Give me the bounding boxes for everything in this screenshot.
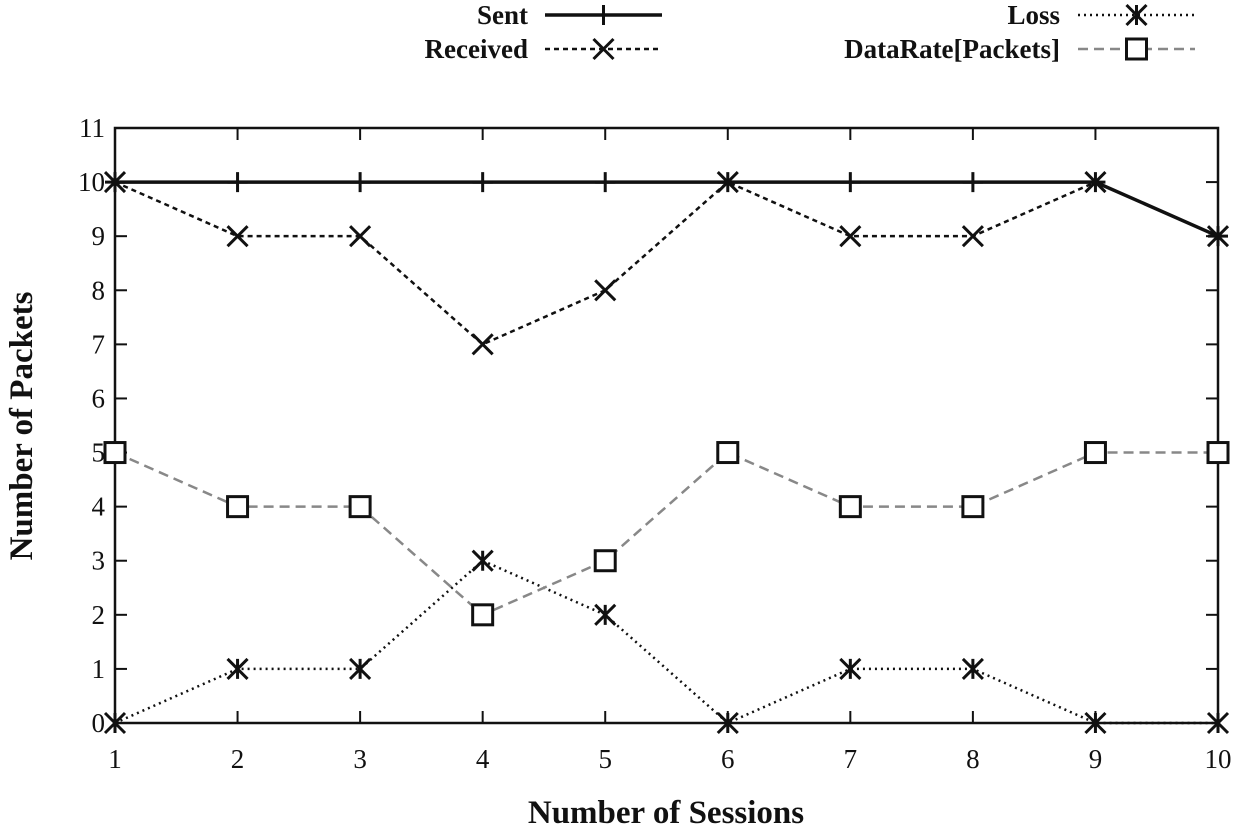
- data-point: [716, 441, 740, 465]
- y-tick-label: 1: [92, 654, 106, 684]
- data-point: [349, 225, 372, 248]
- data-point: [716, 171, 739, 194]
- series-line: [114, 451, 1218, 617]
- data-point: [839, 657, 862, 680]
- x-tick-label: 8: [966, 744, 980, 774]
- data-point: [1084, 711, 1107, 735]
- series-line: [114, 559, 1218, 725]
- legend-marker: [1125, 37, 1148, 61]
- plot-frame: [113, 126, 1220, 725]
- y-axis-label: Number of Packets: [4, 291, 40, 560]
- legend-label: Loss: [1007, 0, 1060, 30]
- data-point: [103, 171, 127, 194]
- series-received: [103, 171, 1230, 356]
- y-tick-label: 11: [79, 113, 105, 143]
- y-tick-label: 6: [92, 383, 106, 413]
- data-point: [349, 657, 372, 680]
- series-datarate-packets-: [103, 441, 1230, 627]
- data-point: [1206, 441, 1230, 465]
- y-tick-label: 3: [92, 546, 106, 576]
- y-tick-label: 7: [92, 329, 106, 359]
- legend-marker: [593, 5, 614, 25]
- data-point: [1084, 171, 1107, 194]
- data-point: [961, 657, 984, 680]
- x-tick-label: 5: [598, 744, 612, 774]
- data-point: [471, 603, 495, 627]
- series-loss: [103, 549, 1230, 735]
- x-tick-label: 10: [1205, 744, 1232, 774]
- data-point: [595, 172, 616, 193]
- x-tick-label: 3: [353, 744, 367, 774]
- data-point: [716, 711, 739, 735]
- series-line: [114, 180, 1219, 346]
- data-point: [961, 225, 984, 248]
- x-tick-label: 2: [231, 744, 245, 774]
- x-tick-label: 6: [721, 744, 735, 774]
- data-point: [103, 711, 127, 735]
- x-tick-label: 4: [476, 744, 490, 774]
- data-point: [227, 172, 248, 193]
- data-point: [226, 225, 249, 248]
- data-point: [961, 495, 985, 519]
- y-tick-label: 5: [92, 438, 106, 468]
- data-point: [471, 333, 494, 356]
- legend-marker: [1125, 3, 1148, 27]
- legend-label: Sent: [477, 0, 528, 30]
- x-tick-label: 1: [108, 744, 122, 774]
- data-point: [348, 495, 372, 519]
- data-point: [226, 495, 250, 519]
- y-tick-label: 4: [92, 492, 106, 522]
- data-point: [838, 495, 862, 519]
- x-axis-label: Number of Sessions: [528, 795, 804, 831]
- series-layer: [103, 171, 1230, 735]
- y-tick-label: 8: [92, 275, 106, 305]
- y-tick-label: 10: [78, 167, 105, 197]
- data-point: [1206, 225, 1230, 248]
- data-point: [839, 225, 862, 248]
- data-point: [594, 603, 617, 626]
- data-point: [593, 549, 617, 573]
- data-point: [594, 279, 617, 302]
- legend-marker: [592, 37, 615, 61]
- data-point: [472, 172, 493, 193]
- legend-label: DataRate[Packets]: [844, 34, 1060, 64]
- y-tick-label: 2: [92, 600, 106, 630]
- data-point: [350, 172, 371, 193]
- data-point: [840, 172, 861, 193]
- x-tick-label: 7: [844, 744, 858, 774]
- series-line: [115, 180, 1219, 238]
- data-point: [962, 172, 983, 193]
- y-tick-label: 0: [92, 708, 106, 738]
- legend-label: Received: [425, 34, 528, 64]
- data-point: [226, 657, 249, 680]
- data-point: [103, 441, 127, 465]
- data-point: [471, 549, 494, 572]
- legend: Sent Received Loss DataRate[Packets]: [425, 0, 1195, 64]
- x-tick-label: 9: [1089, 744, 1103, 774]
- series-sent: [105, 172, 1228, 247]
- data-point: [1083, 441, 1107, 465]
- y-tick-label: 9: [92, 221, 106, 251]
- data-point: [1206, 711, 1230, 735]
